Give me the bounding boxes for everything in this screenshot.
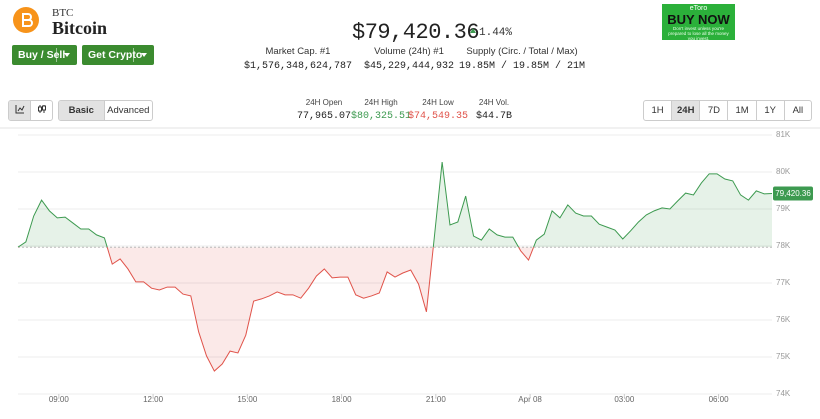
area-down: [107, 247, 534, 372]
coin-name: Bitcoin: [52, 18, 108, 38]
price: $79,420.36: [352, 20, 480, 45]
price-change: 1.44%: [470, 25, 512, 39]
x-tick-label: 21:00: [426, 395, 447, 404]
ad-cta: BUY NOW: [667, 12, 730, 27]
stat-value: $1,576,348,624,787: [243, 61, 353, 72]
y-tick-label: 77K: [776, 278, 791, 287]
mode-button[interactable]: Advanced: [103, 101, 152, 120]
x-tick-label: 03:00: [614, 395, 635, 404]
range-stat: 24H Open 77,965.07: [289, 98, 359, 122]
ad-disclaimer: Don't invest unless you're prepared to l…: [668, 26, 729, 40]
ad-banner[interactable]: eToro BUY NOW Don't invest unless you're…: [662, 4, 735, 40]
x-tick-label: 15:00: [237, 395, 258, 404]
range-stat-label: 24H Vol.: [478, 98, 510, 107]
y-tick-label: 74K: [776, 389, 791, 398]
price-line-up: [17, 161, 773, 248]
range-button[interactable]: All: [783, 101, 811, 120]
range-stat-value: $44.7B: [475, 111, 512, 122]
range-stat: 24H High $80,325.51: [346, 98, 416, 122]
btc-icon: [13, 7, 39, 33]
last-price-label: 79,420.36: [775, 189, 811, 198]
stat-label: Supply (Circ. / Total / Max): [466, 46, 578, 57]
range-stat: 24H Vol. $44.7B: [459, 98, 529, 122]
stat-label: Volume (24h) #1: [374, 46, 444, 57]
range-button[interactable]: 1M: [727, 101, 755, 120]
range-stat-label: 24H Open: [305, 98, 343, 107]
y-tick-label: 78K: [776, 241, 791, 250]
range-stat-value: $74,549.35: [407, 111, 468, 122]
price-line-down: [18, 247, 535, 372]
x-tick-label: 12:00: [143, 395, 164, 404]
area-up: [18, 162, 772, 248]
y-tick-label: 80K: [776, 167, 791, 176]
stat: Supply (Circ. / Total / Max) 19.85M / 19.…: [452, 46, 592, 72]
range-button[interactable]: 7D: [699, 101, 727, 120]
x-tick-label: 06:00: [709, 395, 730, 404]
x-tick-label: 09:00: [49, 395, 70, 404]
buy-sell-button[interactable]: Buy / Sell: [12, 45, 77, 65]
candle-chart-button[interactable]: [30, 101, 52, 120]
mode-button[interactable]: Basic: [59, 101, 104, 120]
area-chart-button[interactable]: [9, 101, 30, 120]
range-stat-label: 24H Low: [422, 98, 454, 107]
mode-toggle: Basic Advanced: [58, 100, 153, 121]
stat: Market Cap. #1 $1,576,348,624,787: [228, 46, 368, 72]
get-crypto-button[interactable]: Get Crypto: [82, 45, 154, 65]
stat-value: $45,229,444,932: [363, 61, 454, 72]
button-label: Get Crypto: [88, 49, 143, 61]
range-stat: 24H Low $74,549.35: [403, 98, 473, 122]
symbol: BTC: [52, 7, 74, 19]
stat-value: 19.85M / 19.85M / 21M: [458, 61, 586, 72]
range-stat-value: $80,325.51: [350, 111, 411, 122]
last-price-tag: [773, 186, 813, 201]
y-tick-label: 75K: [776, 352, 791, 361]
stat-label: Market Cap. #1: [265, 46, 331, 57]
range-button[interactable]: 1H: [651, 105, 664, 116]
y-tick-label: 76K: [776, 315, 791, 324]
range-button[interactable]: 1Y: [755, 101, 784, 120]
chart-style-toggle: [8, 100, 53, 121]
x-tick-label: Apr 08: [518, 395, 542, 404]
range-button[interactable]: 24H: [671, 101, 700, 120]
y-tick-label: 81K: [776, 130, 791, 139]
range-stat-value: 77,965.07: [296, 111, 351, 122]
range-stat-label: 24H High: [364, 98, 398, 107]
range-selector: 1H 24H 7D 1M 1Y All: [643, 100, 812, 121]
stat: Volume (24h) #1 $45,229,444,932: [339, 46, 479, 72]
x-tick-label: 18:00: [332, 395, 353, 404]
ad-brand: eToro: [689, 5, 708, 12]
y-tick-label: 79K: [776, 204, 791, 213]
button-label: Buy / Sell: [18, 49, 66, 61]
